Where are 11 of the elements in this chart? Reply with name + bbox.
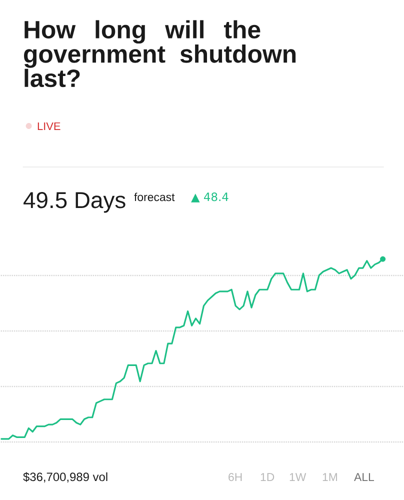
- text: 1M: [322, 473, 337, 482]
- text: 49.5 Days: [23, 192, 126, 213]
- chart-title: How long will the government shutdown last?: [24, 20, 296, 88]
- text: ▲ 48.4: [190, 192, 228, 202]
- text: 6H: [228, 473, 242, 482]
- text: 1W: [290, 473, 306, 482]
- text: LIVE: [38, 122, 60, 130]
- text: ALL: [354, 473, 374, 482]
- text: $36,700,989 vol: [22, 472, 108, 483]
- text: 1D: [260, 473, 274, 482]
- text: forecast: [134, 192, 174, 202]
